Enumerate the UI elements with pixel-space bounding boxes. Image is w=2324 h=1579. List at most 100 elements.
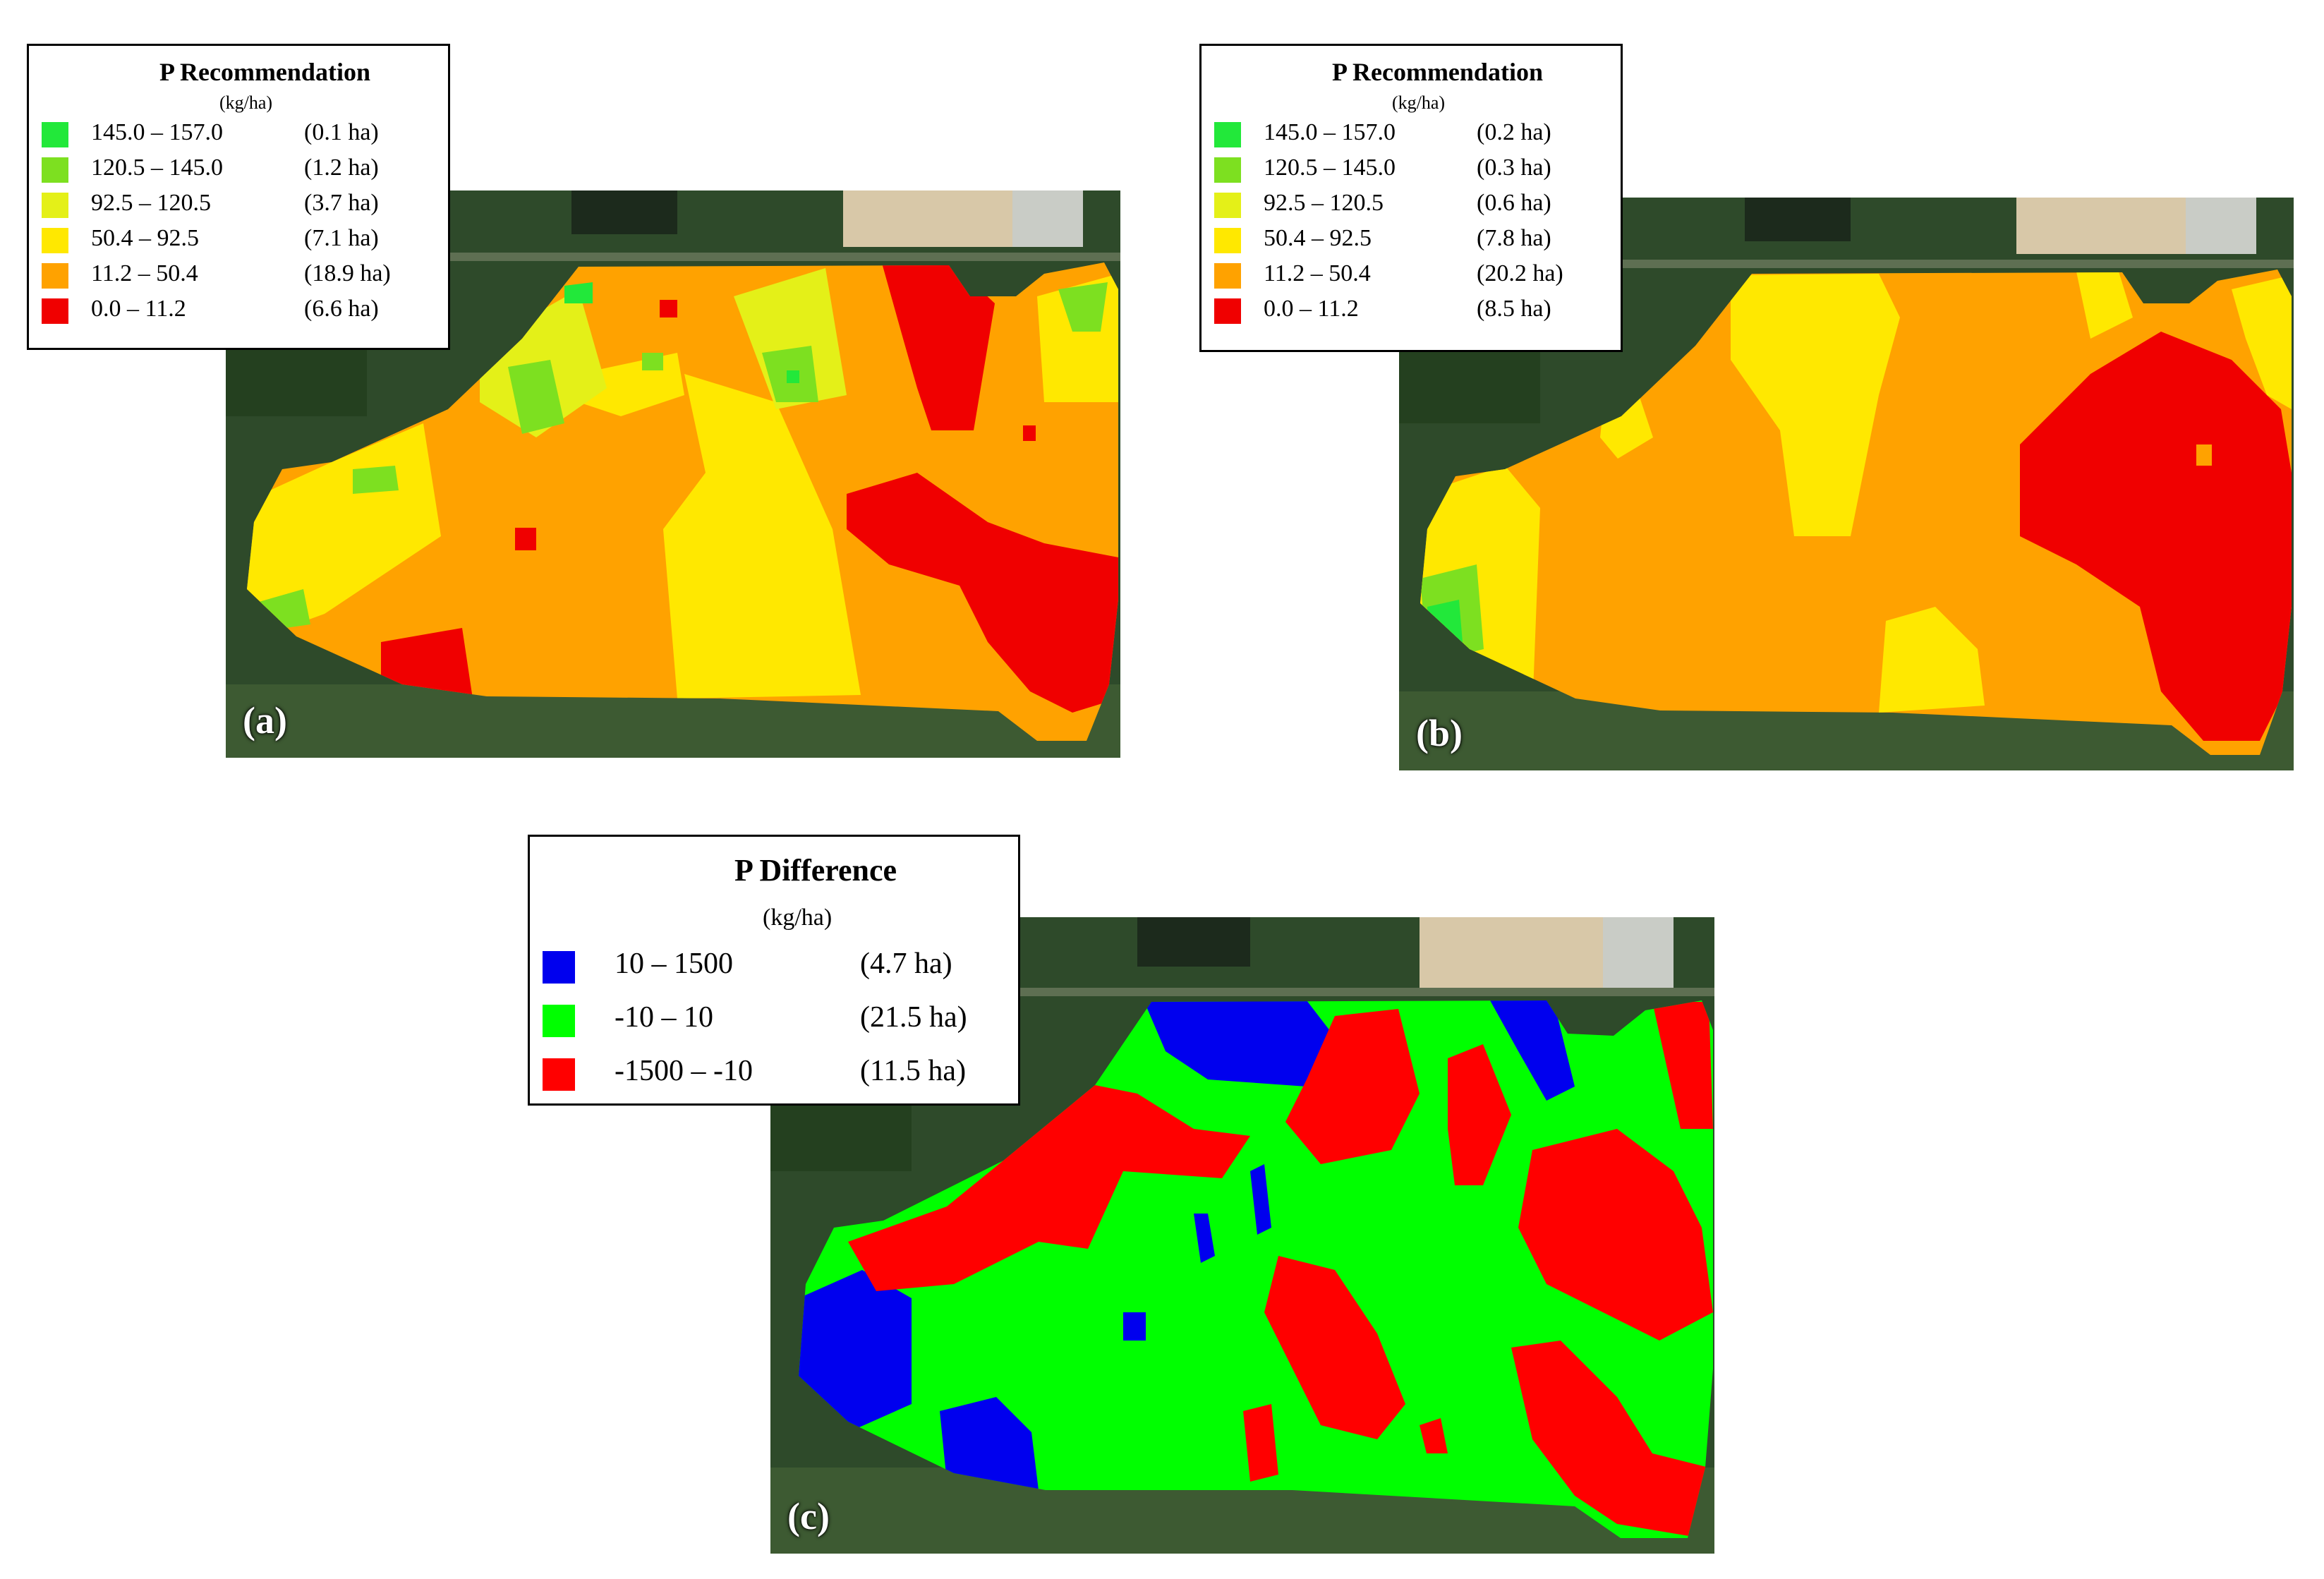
legend-swatch <box>1214 263 1241 289</box>
panel-label: (a) <box>243 699 287 742</box>
legend-swatch <box>1214 298 1241 324</box>
legend-swatch <box>42 298 68 324</box>
legend-swatch <box>42 193 68 218</box>
legend-b: P Recommendation (kg/ha) 145.0 – 157.0 (… <box>1199 44 1623 352</box>
building-lot <box>2186 198 2256 254</box>
legend-range: 50.4 – 92.5 <box>1264 225 1372 251</box>
legend-range: 0.0 – 11.2 <box>1264 296 1359 322</box>
zone-92-120 <box>734 268 847 409</box>
legend-item: 120.5 – 145.0 (0.3 ha) <box>1202 152 1621 187</box>
zone-120-145 <box>642 353 663 370</box>
legend-swatch <box>42 157 68 183</box>
legend-swatch <box>42 263 68 289</box>
legend-area: (21.5 ha) <box>860 1001 967 1034</box>
zone-50-92 <box>663 374 861 698</box>
legend-unit: (kg/ha) <box>763 905 833 931</box>
legend-range: 0.0 – 11.2 <box>91 296 186 322</box>
legend-range: 11.2 – 50.4 <box>1264 260 1371 286</box>
zone-0-11 <box>660 300 677 317</box>
legend-title: P Recommendation <box>159 58 370 86</box>
legend-swatch <box>1214 193 1241 218</box>
panel-label: (c) <box>787 1495 830 1537</box>
legend-item: 145.0 – 157.0 (0.1 ha) <box>29 116 448 152</box>
legend-area: (8.5 ha) <box>1477 296 1551 322</box>
pond <box>1137 917 1250 967</box>
panel-label: (b) <box>1416 712 1463 754</box>
legend-title: P Recommendation <box>1332 58 1543 86</box>
p-recommendation-zones-a <box>247 262 1118 741</box>
zone-0-11 <box>2020 332 2292 741</box>
legend-area: (4.7 ha) <box>860 948 952 980</box>
legend-item: 145.0 – 157.0 (0.2 ha) <box>1202 116 1621 152</box>
legend-range: -1500 – -10 <box>615 1055 753 1087</box>
legend-range: 50.4 – 92.5 <box>91 225 199 251</box>
legend-range: 145.0 – 157.0 <box>1264 119 1396 145</box>
p-recommendation-zones-b <box>1420 270 2292 755</box>
zone-positive <box>799 1270 912 1432</box>
legend-area: (18.9 ha) <box>304 260 391 286</box>
zone-0-11 <box>515 528 536 550</box>
legend-area: (7.8 ha) <box>1477 225 1551 251</box>
legend-range: 120.5 – 145.0 <box>1264 155 1396 181</box>
field-road <box>1399 260 2294 268</box>
zone-0-11 <box>847 473 1118 713</box>
zone-positive <box>1144 1000 1335 1087</box>
zone-145-157 <box>787 370 799 383</box>
legend-range: 120.5 – 145.0 <box>91 155 223 181</box>
legend-unit: (kg/ha) <box>1392 92 1446 113</box>
zone-positive <box>1194 1214 1215 1263</box>
legend-area: (1.2 ha) <box>304 155 379 181</box>
zone-positive <box>1123 1312 1146 1341</box>
legend-item: 92.5 – 120.5 (0.6 ha) <box>1202 187 1621 222</box>
bare-field-parcel <box>1420 917 1603 988</box>
zone-negative <box>1518 1129 1713 1341</box>
legend-swatch <box>1214 228 1241 253</box>
zone-120-145 <box>353 466 399 494</box>
legend-range: -10 – 10 <box>615 1001 713 1034</box>
zone-positive <box>940 1397 1039 1490</box>
legend-a: P Recommendation (kg/ha) 145.0 – 157.0 (… <box>27 44 450 350</box>
legend-area: (0.2 ha) <box>1477 119 1551 145</box>
zone-negative <box>1511 1341 1709 1538</box>
legend-swatch <box>543 951 575 984</box>
legend-item: 50.4 – 92.5 (7.8 ha) <box>1202 222 1621 258</box>
zone-positive <box>1250 1164 1271 1235</box>
legend-title: P Difference <box>734 853 897 888</box>
legend-area: (7.1 ha) <box>304 225 379 251</box>
zone-120-145 <box>508 360 564 434</box>
legend-range: 10 – 1500 <box>615 948 733 980</box>
legend-item: 120.5 – 145.0 (1.2 ha) <box>29 152 448 187</box>
legend-swatch <box>1214 122 1241 147</box>
legend-item: -10 – 10 (21.5 ha) <box>530 998 1018 1043</box>
legend-item: 0.0 – 11.2 (6.6 ha) <box>29 293 448 328</box>
zone-0-11 <box>882 263 995 430</box>
legend-unit: (kg/ha) <box>219 92 273 113</box>
p-difference-zones <box>799 1000 1713 1538</box>
legend-range: 145.0 – 157.0 <box>91 119 223 145</box>
legend-item: 92.5 – 120.5 (3.7 ha) <box>29 187 448 222</box>
zone-11-50 <box>2196 444 2212 466</box>
legend-item: 0.0 – 11.2 (8.5 ha) <box>1202 293 1621 328</box>
zone-50-92 <box>2232 275 2292 409</box>
zone-0-11 <box>381 628 473 698</box>
legend-item: 10 – 1500 (4.7 ha) <box>530 944 1018 989</box>
legend-item: 11.2 – 50.4 (18.9 ha) <box>29 258 448 293</box>
legend-swatch <box>543 1058 575 1091</box>
building-lot <box>1012 190 1083 247</box>
legend-range: 11.2 – 50.4 <box>91 260 198 286</box>
zone-negative <box>848 1085 1250 1291</box>
zone-50-92 <box>1731 274 1900 536</box>
building-lot <box>1603 917 1674 988</box>
legend-item: 11.2 – 50.4 (20.2 ha) <box>1202 258 1621 293</box>
legend-swatch <box>543 1005 575 1037</box>
legend-swatch <box>42 122 68 147</box>
legend-item: -1500 – -10 (11.5 ha) <box>530 1051 1018 1096</box>
zone-0-11 <box>1023 425 1036 441</box>
legend-c: P Difference (kg/ha) 10 – 1500 (4.7 ha) … <box>528 835 1020 1106</box>
zone-50-92 <box>1879 607 1985 713</box>
legend-area: (0.3 ha) <box>1477 155 1551 181</box>
zone-145-157 <box>564 282 593 303</box>
legend-item: 50.4 – 92.5 (7.1 ha) <box>29 222 448 258</box>
bare-field-parcel <box>843 190 1012 247</box>
legend-area: (11.5 ha) <box>860 1055 967 1087</box>
